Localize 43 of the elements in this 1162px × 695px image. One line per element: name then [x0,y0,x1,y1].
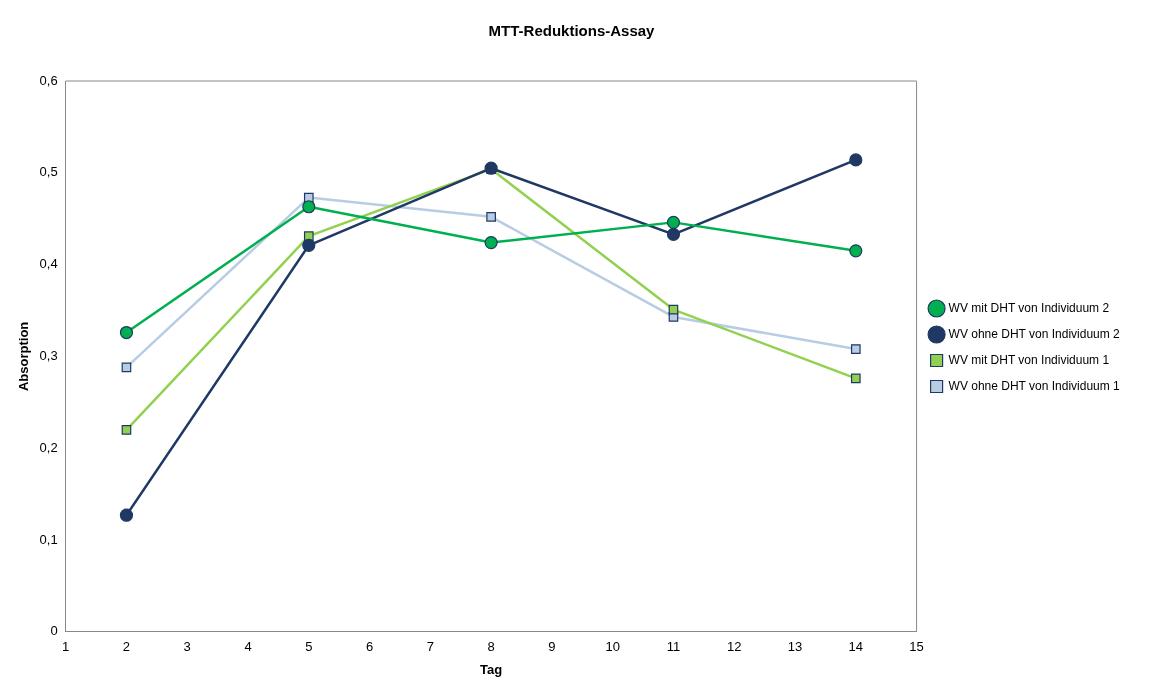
x-tick-label: 14 [848,639,864,655]
y-tick-label: 0,4 [39,256,58,272]
y-tick-label: 0,5 [39,164,58,180]
y-tick-label: 0,2 [39,439,58,455]
x-tick-label: 9 [548,639,556,655]
x-tick-label: 6 [365,639,374,655]
point [484,235,498,250]
point [850,344,861,354]
point [119,325,134,340]
point [302,238,316,252]
x-tick-label: 3 [183,639,191,655]
y-tick-label: 0,6 [39,72,58,88]
point [486,212,496,222]
x-tick-label: 1 [62,639,70,655]
point [302,200,316,214]
x-tick-label: 7 [426,639,434,655]
y-tick-label: 0,3 [39,347,58,363]
legend-label: WV ohne DHT von Individuum 1 [948,378,1121,393]
x-tick-label: 8 [487,639,495,655]
x-tick-label: 11 [666,639,681,655]
legend-label: WV mit DHT von Individuum 1 [948,352,1110,367]
legend-label: WV ohne DHT von Individuum 2 [948,326,1121,341]
x-tick-label: 2 [122,639,131,655]
x-tick-label: 10 [605,639,620,655]
point [119,508,134,522]
point [849,153,863,167]
point [303,231,314,241]
x-tick-label: 15 [909,639,924,655]
point [666,227,681,241]
y-tick-label: 0,1 [39,531,58,547]
y-axis-title: Absorption [16,321,32,392]
point [850,373,861,384]
point [121,425,132,435]
x-tick-label: 13 [787,639,803,655]
point [666,215,681,229]
x-axis-title: Tag [480,661,503,677]
x-tick-label: 5 [305,639,313,655]
legend-label: WV mit DHT von Individuum 2 [948,300,1110,315]
x-tick-label: 4 [244,639,252,655]
point [849,244,863,258]
chart-title: MTT-Reduktions-Assay [488,22,656,40]
x-tick-label: 12 [727,639,742,655]
y-tick-label: 0 [50,623,58,639]
